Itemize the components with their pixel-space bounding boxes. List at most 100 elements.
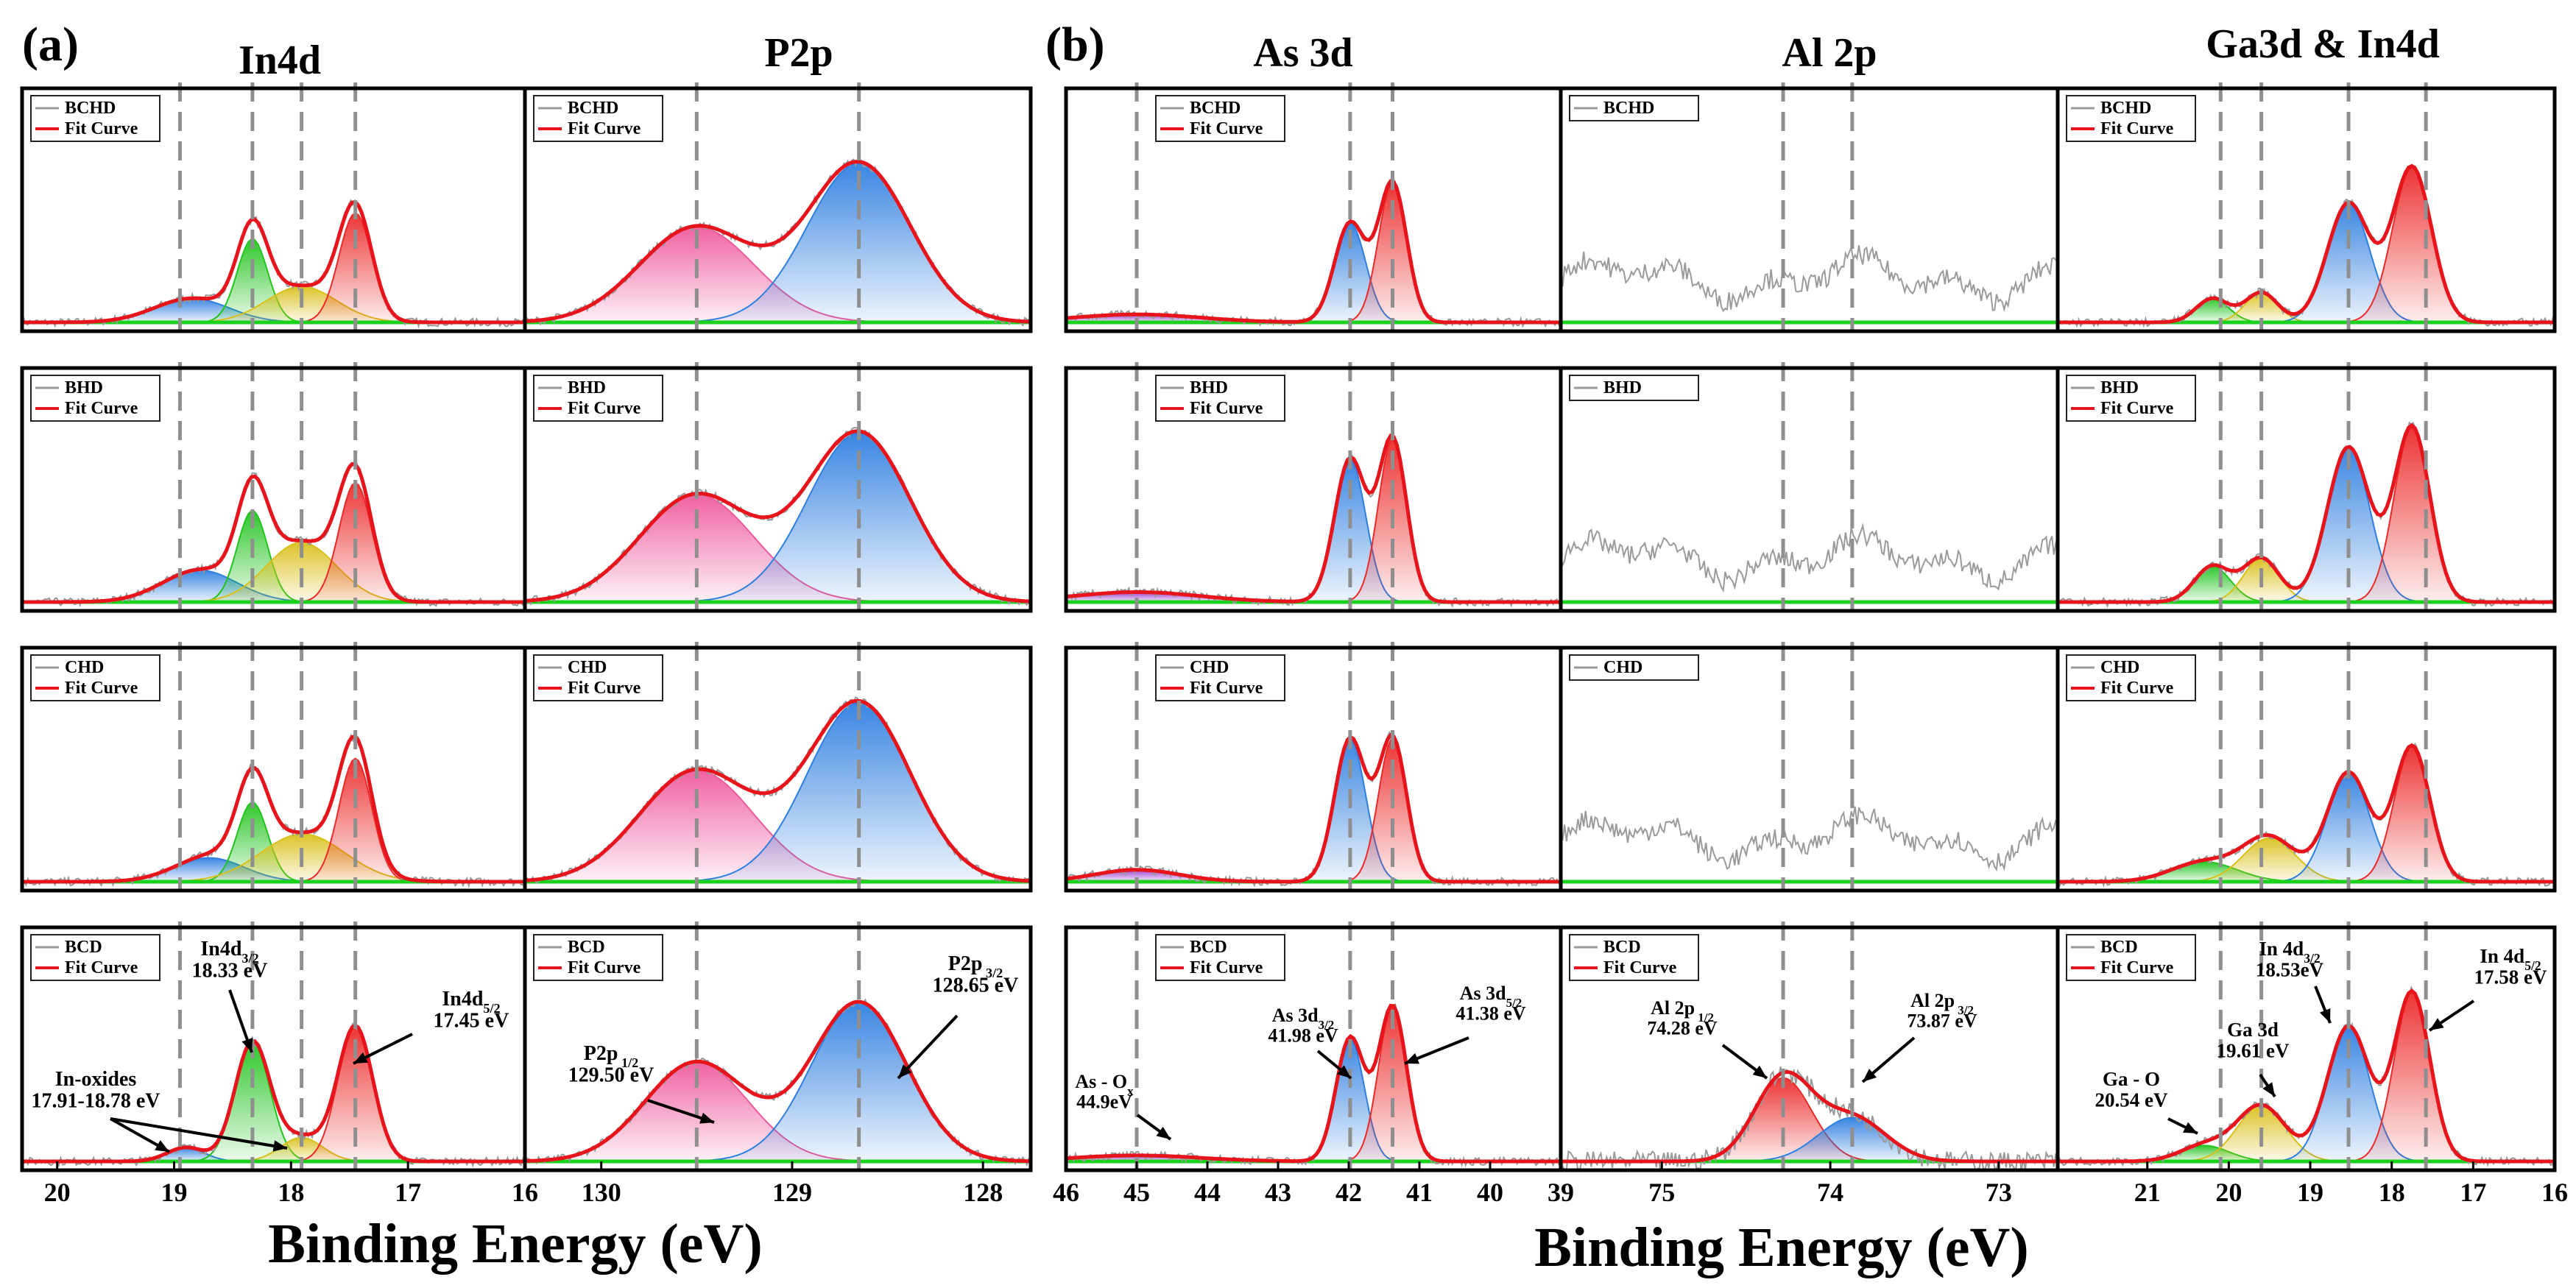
- x-tick-label: 44: [1194, 1178, 1221, 1207]
- annotation-label: In 4d3/2: [2259, 938, 2320, 966]
- x-tick-label: 18: [2379, 1178, 2405, 1207]
- fit-curve: [1066, 732, 1561, 884]
- annotation-label: P2p 1/2: [584, 1042, 638, 1070]
- fit-curve: [22, 199, 525, 325]
- legend: CHD Fit Curve: [2066, 654, 2196, 701]
- peak-red-17.75: [2058, 166, 2555, 323]
- legend-sample-label: CHD: [1190, 658, 1229, 677]
- legend-sample-label: BCHD: [1603, 99, 1654, 118]
- legend-fit-label: Fit Curve: [568, 679, 641, 698]
- legend-fit-label: Fit Curve: [2100, 679, 2174, 698]
- subplot-p2p-chd: CHD Fit Curve: [523, 642, 1033, 893]
- annotation-label: Al 2p 1/2: [1651, 997, 1714, 1025]
- annotation-label: In 4d5/2: [2480, 945, 2541, 973]
- arrow-head: [155, 1140, 169, 1152]
- fit-curve: [525, 698, 1031, 883]
- raw-data: [1066, 434, 1561, 608]
- legend-sample-label: BHD: [65, 378, 103, 397]
- peak-yellow-17.91: [22, 541, 525, 603]
- annotation-value: 73.87 eV: [1907, 1010, 1977, 1031]
- x-tick-label: 43: [1265, 1178, 1291, 1207]
- annotation-label: Al 2p 3/2: [1910, 990, 1974, 1017]
- legend-box: [2066, 95, 2196, 142]
- fit-curve: [1066, 179, 1561, 325]
- legend-sample-label: BCHD: [2100, 99, 2151, 118]
- annotation-label: In-oxides: [55, 1068, 137, 1091]
- fit-curve: [1561, 1069, 2058, 1164]
- subplot-al2p-bhd: BHD: [1559, 362, 2060, 613]
- peak-red-17.75: [2058, 746, 2555, 882]
- legend: CHD Fit Curve: [533, 654, 663, 701]
- annotation-label: As - Ox: [1075, 1071, 1134, 1098]
- legend: BCHD: [1569, 95, 1699, 121]
- fit-curve: [525, 429, 1031, 604]
- legend-sample-label: CHD: [2100, 658, 2139, 677]
- subplot-frame: [523, 366, 1033, 613]
- legend: BHD Fit Curve: [30, 375, 160, 422]
- legend-box: [30, 375, 160, 422]
- legend: BHD Fit Curve: [1155, 375, 1285, 422]
- legend: CHD: [1569, 654, 1699, 681]
- arrow-head: [2319, 1008, 2331, 1023]
- annotation-value: 18.33 eV: [192, 959, 268, 982]
- annotation-value: 18.53eV: [2256, 958, 2324, 980]
- subplot-p2p-bhd: BHD Fit Curve: [523, 362, 1033, 613]
- annotation-value: 17.58 eV: [2474, 966, 2547, 988]
- xlabel-a: Binding Energy (eV): [268, 1213, 762, 1275]
- subplot-frame: [2055, 366, 2557, 613]
- annotation-value: 20.54 eV: [2095, 1089, 2168, 1111]
- legend-sample-label: BCHD: [65, 99, 116, 118]
- fit-curve: [22, 1023, 525, 1164]
- annotation-value: 41.38 eV: [1455, 1002, 1526, 1024]
- annotation-label: In4d3/2: [200, 938, 258, 966]
- legend-fit-label: Fit Curve: [568, 119, 641, 138]
- legend-fit-label: Fit Curve: [1190, 958, 1263, 977]
- annotation-label: In4d5/2: [442, 988, 500, 1016]
- arrow-head: [1405, 1052, 1419, 1064]
- annotation-label: Ga - O: [2103, 1068, 2160, 1090]
- x-tick-label: 73: [1986, 1178, 2012, 1207]
- annotation-label: As 3d3/2: [1272, 1005, 1334, 1032]
- title-ga3d-in4d: Ga3d & In4d: [2206, 21, 2439, 67]
- annotation-value: 17.91-18.78 eV: [32, 1089, 160, 1112]
- fit-curve: [22, 735, 525, 884]
- annotation-value: 129.50 eV: [568, 1064, 654, 1086]
- x-tick-label: 130: [582, 1178, 621, 1207]
- subplot-frame: [523, 925, 1033, 1172]
- legend-fit-label: Fit Curve: [65, 399, 138, 418]
- legend: BHD Fit Curve: [2066, 375, 2196, 422]
- legend-sample-label: BHD: [568, 378, 606, 397]
- arrow-head: [2429, 1018, 2444, 1030]
- legend-fit-label: Fit Curve: [568, 958, 641, 977]
- arrow-head: [699, 1112, 714, 1124]
- subplot-frame: [1064, 925, 1563, 1172]
- legend-box: [1569, 934, 1699, 981]
- x-tick-label: 129: [772, 1178, 812, 1207]
- legend-box: [2066, 375, 2196, 422]
- subplot-frame: [1064, 86, 1563, 333]
- x-tick-label: 42: [1335, 1178, 1362, 1207]
- subplot-in4d-chd: CHD Fit Curve: [20, 642, 527, 893]
- subplot-frame: [2055, 86, 2557, 333]
- x-tick-label: 46: [1053, 1178, 1079, 1207]
- legend-box: [30, 95, 160, 142]
- x-tick-label: 19: [2297, 1178, 2323, 1207]
- legend-sample-label: BCD: [65, 938, 102, 957]
- x-tick-label: 39: [1548, 1178, 1574, 1207]
- raw-data: [1561, 806, 2058, 872]
- legend-fit-label: Fit Curve: [65, 679, 138, 698]
- x-tick-label: 41: [1406, 1178, 1433, 1207]
- legend-box: [30, 934, 160, 981]
- legend: BHD Fit Curve: [533, 375, 663, 422]
- peak-yellow-17.9: [22, 833, 525, 882]
- arrow-head: [1863, 1069, 1877, 1082]
- legend-fit-label: Fit Curve: [1190, 119, 1263, 138]
